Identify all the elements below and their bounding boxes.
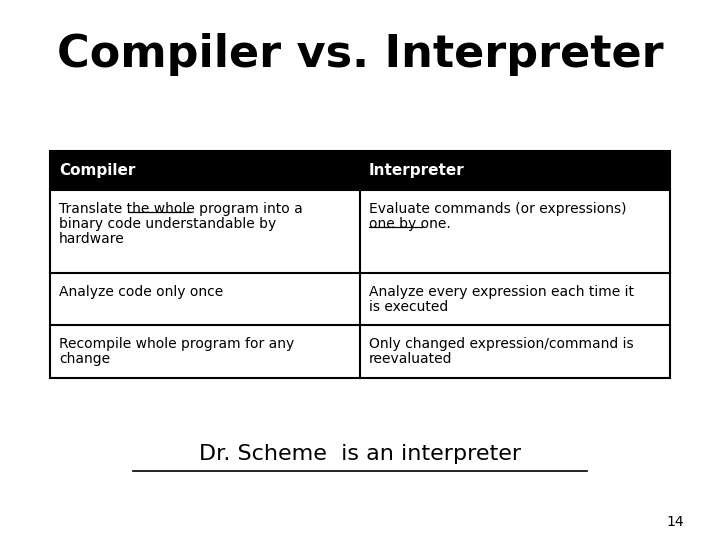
Bar xyxy=(50,151,670,190)
Text: reevaluated: reevaluated xyxy=(369,353,452,366)
Text: one by one.: one by one. xyxy=(369,217,451,231)
Text: Compiler: Compiler xyxy=(59,163,135,178)
Text: is executed: is executed xyxy=(369,300,448,314)
Text: Only changed expression/command is: Only changed expression/command is xyxy=(369,338,634,351)
Text: binary code understandable by: binary code understandable by xyxy=(59,217,276,231)
Text: change: change xyxy=(59,353,110,366)
Text: Recompile whole program for any: Recompile whole program for any xyxy=(59,338,294,351)
Text: Interpreter: Interpreter xyxy=(369,163,464,178)
Text: 14: 14 xyxy=(667,515,684,529)
Text: Dr. Scheme  is an interpreter: Dr. Scheme is an interpreter xyxy=(199,443,521,464)
Text: Evaluate commands (or expressions): Evaluate commands (or expressions) xyxy=(369,202,626,216)
Text: Translate the whole program into a: Translate the whole program into a xyxy=(59,202,303,216)
Text: Analyze code only once: Analyze code only once xyxy=(59,285,223,299)
Text: Analyze every expression each time it: Analyze every expression each time it xyxy=(369,285,634,299)
Text: hardware: hardware xyxy=(59,232,125,246)
Text: Compiler vs. Interpreter: Compiler vs. Interpreter xyxy=(57,32,663,76)
